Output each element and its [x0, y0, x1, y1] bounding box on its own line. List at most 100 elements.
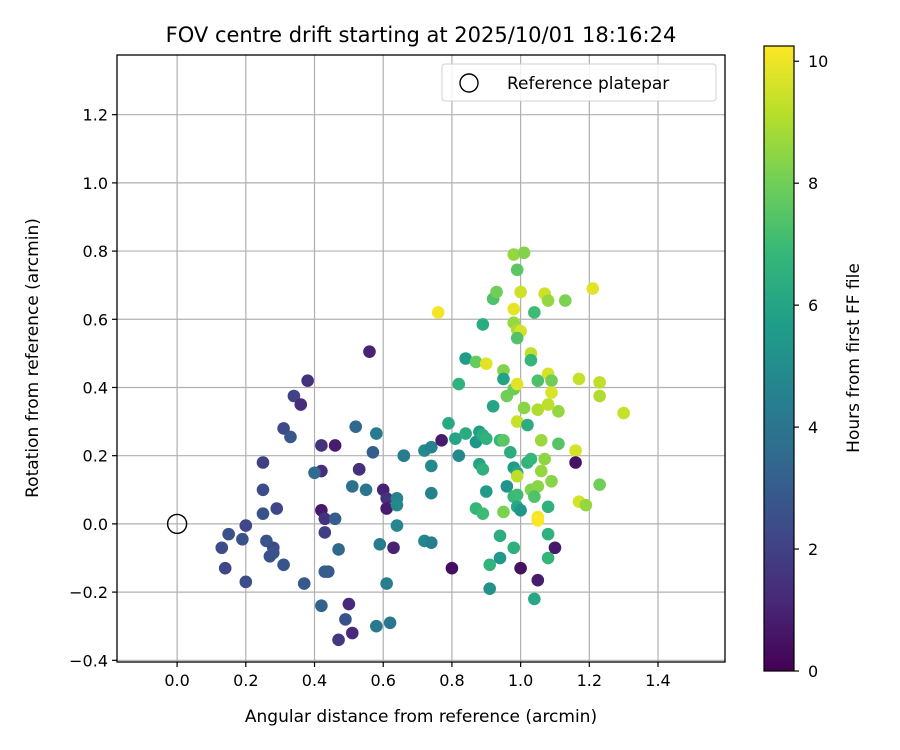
data-point [363, 345, 376, 358]
data-point [239, 575, 253, 589]
data-point [510, 263, 524, 277]
data-point [469, 355, 483, 369]
data-point [332, 543, 345, 556]
data-point [435, 434, 448, 447]
data-point [497, 434, 510, 447]
x-tick-label: 0.0 [164, 671, 189, 690]
data-point [380, 577, 393, 590]
data-point [425, 486, 438, 500]
x-tick-label: 1.2 [577, 671, 602, 690]
data-point [318, 512, 332, 526]
data-point [507, 541, 521, 555]
data-point [287, 389, 301, 403]
data-point [510, 469, 524, 483]
chart-title: FOV centre drift starting at 2025/10/01 … [166, 23, 677, 47]
data-point [493, 529, 507, 543]
data-point [476, 318, 490, 331]
data-point [397, 449, 411, 462]
data-point [541, 500, 555, 514]
data-point [545, 474, 558, 488]
data-point [342, 597, 356, 611]
data-point [479, 485, 493, 498]
data-point [345, 626, 359, 640]
y-tick-label: 0.2 [83, 447, 108, 466]
data-point [479, 432, 493, 445]
data-point [528, 306, 541, 319]
reference-marker-layer [166, 513, 188, 535]
colorbar-tick-label: 4 [808, 418, 818, 437]
colorbar-tick-label: 8 [808, 174, 818, 193]
axes-frame [116, 54, 726, 663]
data-point [297, 577, 311, 590]
data-point [459, 427, 472, 440]
data-point [524, 353, 538, 367]
x-tick-label: 1.4 [645, 671, 670, 690]
data-point [390, 519, 404, 532]
grid [117, 55, 725, 662]
y-tick-label: 1.2 [83, 106, 108, 125]
colorbar-tick-label: 2 [808, 540, 818, 559]
data-point [545, 374, 558, 387]
data-point [548, 541, 562, 555]
legend: Reference platepar [441, 63, 717, 102]
legend-marker [459, 73, 479, 93]
data-point [308, 466, 321, 480]
data-point [332, 633, 345, 647]
data-point [552, 405, 565, 418]
colorbar-ticks: 0 2 4 6 8 10 [794, 52, 828, 681]
data-point [593, 376, 606, 389]
data-point [497, 372, 510, 386]
data-point [370, 619, 383, 633]
data-point [383, 616, 397, 630]
data-point [266, 546, 280, 560]
data-point [425, 440, 438, 454]
x-tick-label: 1.0 [508, 671, 533, 690]
data-point [569, 444, 582, 457]
colorbar-tick-label: 0 [808, 662, 818, 681]
data-point [510, 377, 524, 391]
data-point [328, 512, 342, 526]
data-point [449, 432, 462, 445]
data-point [315, 439, 328, 452]
data-point [459, 352, 472, 365]
colorbar-label: Hours from first FF file [844, 263, 864, 453]
data-point [493, 551, 507, 565]
data-point [531, 403, 545, 416]
data-point [528, 490, 541, 503]
data-point [486, 399, 500, 413]
y-tick-label: −0.2 [69, 583, 108, 602]
colorbar: 0 2 4 6 8 10 Hours from first FF file [763, 45, 864, 681]
data-point [359, 483, 373, 497]
y-tick-label: 0.4 [83, 378, 108, 397]
data-point [586, 282, 600, 295]
data-point [514, 503, 527, 517]
data-point [380, 502, 393, 515]
data-point [373, 538, 387, 551]
reference-platepar-marker [166, 513, 188, 535]
data-point [531, 480, 545, 493]
data-point [531, 573, 545, 587]
data-point [222, 527, 235, 541]
data-point [315, 599, 328, 613]
data-point [479, 357, 493, 370]
data-point [483, 582, 497, 595]
data-point [445, 561, 459, 575]
data-point [483, 558, 497, 572]
data-point [541, 527, 555, 541]
data-point [236, 532, 249, 546]
data-point [521, 418, 534, 432]
data-points [215, 246, 630, 647]
data-point [510, 415, 524, 428]
y-tick-label: 0.8 [83, 242, 108, 261]
data-point [593, 389, 606, 403]
colorbar-tick-label: 6 [808, 296, 818, 315]
data-point [517, 401, 531, 415]
data-point [256, 456, 270, 469]
data-point [476, 507, 490, 520]
data-point [345, 480, 359, 493]
colorbar-tick-label: 10 [808, 52, 828, 71]
data-point [510, 331, 524, 345]
data-point [579, 498, 593, 512]
data-point [370, 427, 383, 440]
